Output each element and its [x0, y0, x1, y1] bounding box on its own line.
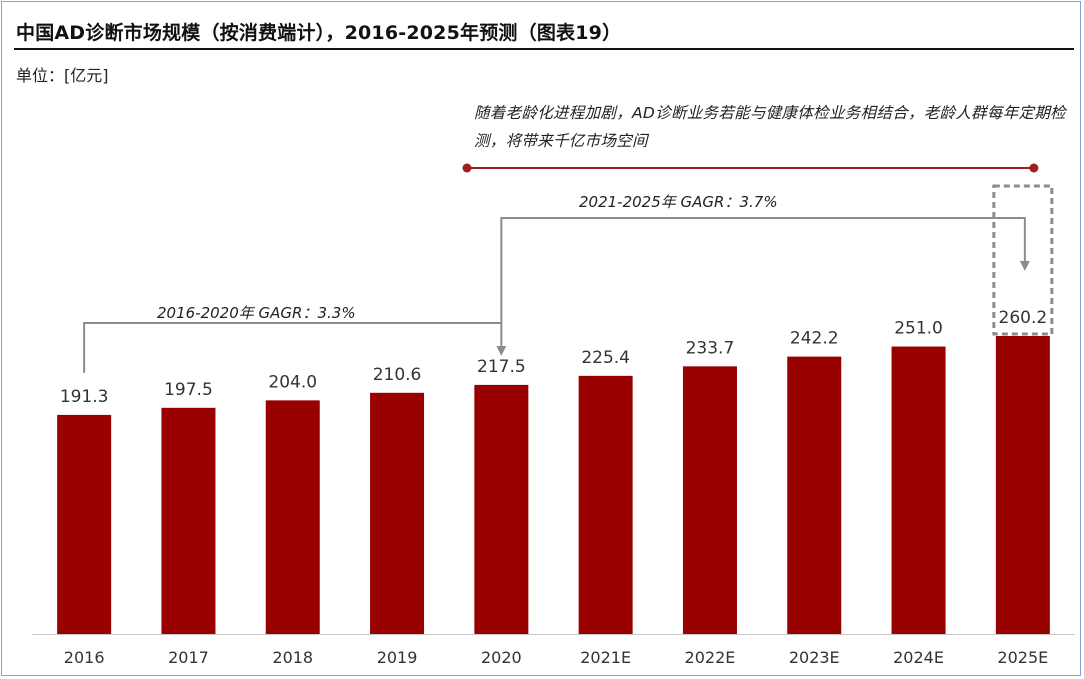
bar-2024E — [891, 346, 946, 634]
value-label-2021E: 225.4 — [581, 348, 630, 368]
cagr-2021-2025-connector — [500, 217, 1030, 323]
value-label-2018: 204.0 — [268, 372, 317, 392]
bar-2023E — [787, 356, 842, 634]
value-label-2017: 197.5 — [164, 380, 213, 400]
bar-2017 — [161, 407, 216, 634]
bar-2021E — [578, 375, 633, 634]
overlay-group: 2016-2020年 GAGR：3.3% 2021-2025年 GAGR：3.7… — [83, 163, 1054, 373]
value-label-2020: 217.5 — [477, 357, 526, 377]
value-label-2023E: 242.2 — [790, 329, 839, 349]
x-tick-2016: 2016 — [64, 648, 105, 667]
x-tick-2023E: 2023E — [789, 648, 840, 667]
bar-2022E — [682, 366, 737, 634]
bar-2018 — [265, 400, 320, 634]
cagr-2016-2020-label: 2016-2020年 GAGR：3.3% — [157, 304, 356, 322]
title-rule — [14, 48, 1074, 50]
bar-2025E — [995, 336, 1050, 634]
accent-line-right-dot — [1029, 163, 1039, 173]
x-tick-2025E: 2025E — [997, 648, 1048, 667]
value-label-2024E: 251.0 — [894, 319, 943, 339]
x-tick-2017: 2017 — [168, 648, 209, 667]
x-tick-2018: 2018 — [272, 648, 313, 667]
value-label-2016: 191.3 — [60, 387, 109, 407]
value-label-group: 191.3 197.5 204.0 210.6 217.5 225.4 233.7 242.2… — [60, 308, 1047, 407]
value-label-2025E: 260.2 — [999, 308, 1048, 328]
annotation-text: 随着老龄化进程加剧，AD诊断业务若能与健康体检业务相结合，老龄人群每年定期检测，… — [474, 104, 1066, 150]
bar-2019 — [370, 392, 425, 634]
x-tick-2021E: 2021E — [580, 648, 631, 667]
cagr-2016-2020-connector — [83, 322, 507, 373]
value-label-2022E: 233.7 — [686, 338, 735, 358]
unit-label: 单位：[亿元] — [16, 66, 109, 85]
accent-line-left-dot — [462, 163, 472, 173]
cagr-2021-2025-label: 2021-2025年 GAGR：3.7% — [579, 193, 778, 211]
bar-2020 — [474, 384, 529, 634]
x-tick-2022E: 2022E — [685, 648, 736, 667]
value-label-2019: 210.6 — [373, 365, 422, 385]
bar-group — [57, 336, 1050, 634]
highlight-box-2025e — [992, 184, 1054, 336]
chart-title: 中国AD诊断市场规模（按消费端计），2016-2025年预测（图表19） — [16, 22, 622, 44]
x-tick-group: 2016 2017 2018 2019 2020 2021E 2022E 2023E 2024E… — [64, 648, 1048, 667]
x-tick-2020: 2020 — [481, 648, 522, 667]
x-tick-2019: 2019 — [377, 648, 418, 667]
x-tick-2024E: 2024E — [893, 648, 944, 667]
bar-2016 — [57, 414, 112, 634]
